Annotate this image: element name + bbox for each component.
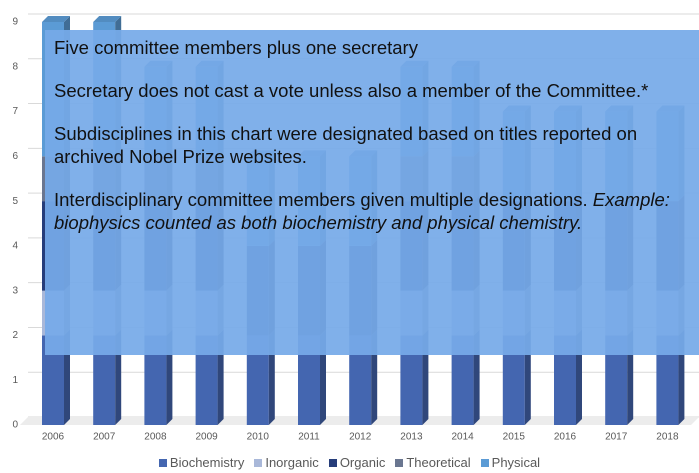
bar-segment — [400, 335, 423, 425]
legend-swatch — [480, 459, 489, 467]
x-tick-label: 2006 — [42, 432, 65, 443]
x-tick-label: 2012 — [349, 432, 372, 443]
bar-segment — [42, 335, 64, 425]
bar-segment — [502, 335, 525, 425]
legend-item: Organic — [328, 455, 386, 470]
bar-segment — [554, 335, 576, 425]
y-tick-label: 9 — [12, 17, 18, 28]
legend-item: Inorganic — [254, 455, 319, 470]
legend-swatch — [158, 459, 167, 467]
bar-segment — [144, 335, 167, 425]
legend-swatch — [254, 459, 263, 467]
y-tick-label: 0 — [12, 420, 18, 431]
bar-segment — [195, 335, 218, 425]
x-tick-label: 2007 — [93, 432, 116, 443]
y-tick-label: 8 — [12, 61, 18, 72]
y-tick-label: 1 — [12, 375, 18, 386]
note-text: Interdisciplinary committee members give… — [54, 189, 588, 210]
bar-top — [42, 16, 70, 22]
y-tick-label: 6 — [12, 151, 18, 162]
bar-segment — [298, 335, 320, 425]
x-tick-label: 2017 — [605, 432, 628, 443]
legend-label: Organic — [339, 455, 386, 470]
legend-item: Physical — [480, 455, 541, 470]
note-line: Secretary does not cast a vote unless al… — [54, 80, 649, 101]
x-tick-label: 2016 — [554, 432, 577, 443]
x-tick-label: 2014 — [451, 432, 474, 443]
bar-segment — [246, 335, 269, 425]
y-tick-label: 4 — [12, 241, 18, 252]
legend: Biochemistry Inorganic Organic Theoretical P… — [0, 455, 699, 470]
x-tick-label: 2011 — [298, 432, 320, 443]
note-line: Interdisciplinary committee members give… — [54, 188, 699, 234]
bar-segment — [349, 335, 372, 425]
legend-item: Biochemistry — [158, 455, 245, 470]
legend-swatch — [328, 459, 337, 467]
legend-swatch — [395, 459, 404, 467]
note-line: Subdisciplines in this chart were design… — [54, 123, 638, 167]
legend-label: Physical — [491, 455, 541, 470]
bar-segment — [656, 335, 679, 425]
bar-segment — [451, 335, 474, 425]
bar-top — [93, 16, 122, 22]
legend-label: Theoretical — [406, 455, 471, 470]
y-tick-label: 2 — [12, 330, 18, 341]
x-tick-label: 2010 — [247, 432, 270, 443]
legend-label: Inorganic — [265, 455, 319, 470]
legend-item: Theoretical — [395, 455, 471, 470]
y-tick-label: 7 — [12, 106, 18, 117]
bar-segment — [93, 335, 116, 425]
note-italic: Example: biophysics counted as both bioc… — [54, 189, 670, 233]
x-tick-label: 2018 — [656, 432, 679, 443]
text-box: Five committee members plus one secretar… — [45, 30, 699, 355]
note-line: Five committee members plus one secretar… — [54, 37, 418, 58]
x-tick-label: 2009 — [195, 432, 218, 443]
x-tick-label: 2013 — [400, 432, 423, 443]
y-tick-label: 5 — [12, 196, 18, 207]
legend-label: Biochemistry — [169, 455, 245, 470]
x-tick-label: 2015 — [503, 432, 526, 443]
y-tick-label: 3 — [12, 285, 18, 296]
x-tick-label: 2008 — [144, 432, 167, 443]
bar-segment — [605, 335, 628, 425]
